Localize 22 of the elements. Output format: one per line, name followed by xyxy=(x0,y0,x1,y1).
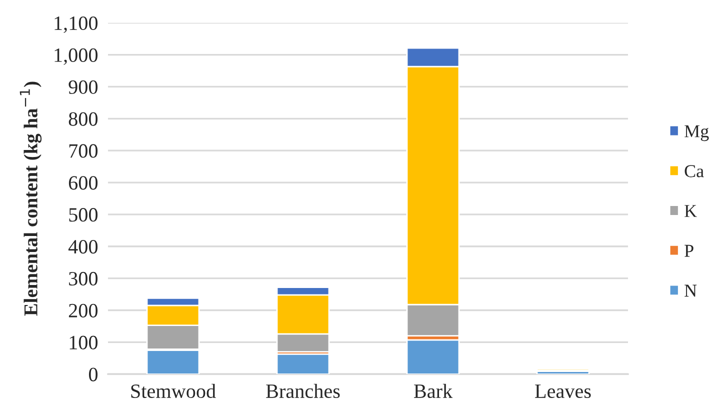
legend-label: Ca xyxy=(684,165,704,178)
x-tick-label: Leaves xyxy=(535,384,591,398)
x-tick-label: Bark xyxy=(414,384,453,398)
legend-label: P xyxy=(684,244,694,257)
y-tick-label: 200 xyxy=(68,304,98,318)
y-tick-label: 1,000 xyxy=(54,48,98,65)
y-tick-label: 700 xyxy=(69,144,98,158)
y-tick-label: 1,100 xyxy=(54,16,98,33)
x-tick-label: Branches xyxy=(266,384,340,398)
y-tick-label: 300 xyxy=(69,272,98,286)
y-tick-label: 400 xyxy=(68,240,98,254)
legend-label: N xyxy=(684,284,697,297)
legend-label: K xyxy=(684,205,697,217)
x-tick-label: Stemwood xyxy=(131,384,216,398)
y-tick-label: 100 xyxy=(70,336,98,350)
legend-label: Mg xyxy=(684,125,709,142)
y-axis-title: Elemental content (kg ha$^{−1}$) xyxy=(20,82,42,316)
y-tick-label: 0 xyxy=(88,368,98,382)
y-tick-label: 500 xyxy=(69,208,98,222)
y-tick-label: 600 xyxy=(68,176,98,190)
y-tick-label: 900 xyxy=(68,80,98,94)
y-tick-label: 800 xyxy=(68,112,98,126)
